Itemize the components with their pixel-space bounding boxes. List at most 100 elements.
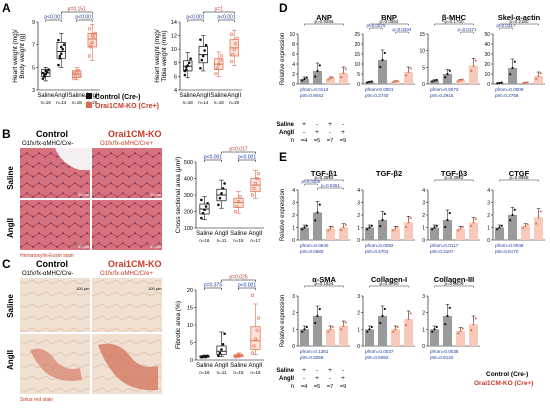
y-tick-label: 25 <box>354 32 360 38</box>
panel-c-row-saline: Saline <box>6 294 15 318</box>
y-axis-label-line: Body weight (g) <box>19 33 26 78</box>
n-count: n=14 <box>56 100 67 105</box>
data-point <box>231 53 235 57</box>
bar <box>520 226 531 240</box>
data-point <box>252 186 256 190</box>
y-tick-label: 8 <box>174 61 177 67</box>
data-point <box>370 224 373 227</box>
data-point <box>185 65 188 69</box>
chart-title: TGF-β3 <box>441 169 467 178</box>
y-tick-label: 3 <box>357 294 360 300</box>
n-count: n=16 <box>199 370 210 375</box>
data-point <box>459 329 462 332</box>
p-value-label: p=0.1750 <box>445 19 464 24</box>
panel-label-c: C <box>2 257 11 271</box>
y-tick-label: 2 <box>292 311 295 317</box>
data-point <box>314 321 317 325</box>
treatment-sign: + <box>315 129 319 136</box>
significance-bracket <box>460 31 474 34</box>
bar <box>377 316 388 346</box>
data-point <box>537 215 540 219</box>
box <box>56 42 66 59</box>
data-point <box>314 75 317 78</box>
data-point <box>513 60 516 63</box>
data-point <box>200 216 203 220</box>
significance-bracket <box>238 287 256 290</box>
data-point <box>368 328 371 331</box>
y-tick-label: 2 <box>357 213 360 219</box>
data-point <box>370 80 373 83</box>
n-count: =7 <box>327 384 333 390</box>
data-point <box>92 36 96 40</box>
data-point <box>496 82 499 85</box>
y-tick-label: 5 <box>422 65 425 71</box>
data-point <box>381 58 384 62</box>
data-point <box>539 209 543 213</box>
data-point <box>257 316 261 320</box>
data-point <box>89 45 93 49</box>
p-value-label: p<0.001 <box>186 15 204 21</box>
p-value-label: p=0.0317 <box>497 23 516 28</box>
data-point <box>90 33 94 38</box>
treatment-sign: - <box>342 367 344 374</box>
p-treatment-label: ptrt=0.5092 <box>365 355 389 360</box>
data-point <box>409 216 413 219</box>
bar <box>533 76 544 84</box>
treatment-row-label: AngII <box>279 130 294 136</box>
y-tick-label: 20 <box>354 42 360 48</box>
data-point <box>220 348 223 351</box>
y-axis-label: Relative expression <box>280 33 286 85</box>
panel-b-control-genotype: O1fx/fx-αMHC/Cre- <box>22 141 73 147</box>
sirius-image-ko-saline <box>92 278 162 332</box>
data-point <box>500 81 503 84</box>
data-point <box>204 205 208 208</box>
data-point <box>435 224 438 227</box>
p-value-label: p=0.0171 <box>458 27 477 32</box>
data-point <box>344 320 348 324</box>
p-genotype-label: pfrom=0.1361 <box>300 349 329 354</box>
sirius-image-control-saline <box>20 278 90 332</box>
data-point <box>221 342 225 346</box>
y-tick-label: 20 <box>484 62 490 68</box>
bar <box>377 220 388 240</box>
data-point <box>218 351 222 355</box>
data-point <box>44 69 48 73</box>
he-scale-label-4: 50 μm <box>150 244 162 249</box>
sirius-stain-caption: Sirius red stain <box>20 397 53 403</box>
y-tick-label: 0 <box>487 238 490 244</box>
treatment-sign: + <box>341 375 345 382</box>
data-point <box>200 198 203 202</box>
panel-a-legend: Control (Cre-) Orai1CM-KO (Cre+) <box>86 93 159 110</box>
y-tick-label: 4 <box>422 188 425 194</box>
data-point <box>217 62 221 66</box>
significance-bracket <box>434 285 474 288</box>
significance-bracket <box>204 287 222 290</box>
data-point <box>189 57 192 61</box>
data-point <box>187 61 191 65</box>
data-point <box>446 72 449 76</box>
panel-label-e: E <box>279 150 287 164</box>
legend-ko-swatch <box>86 102 92 108</box>
data-point <box>316 314 319 318</box>
data-point <box>368 80 371 84</box>
x-category-label: Saline <box>196 363 213 369</box>
n-count: n=20 <box>87 100 98 105</box>
data-point <box>498 81 501 85</box>
panel-b-ko-header: Orai1CM-KO <box>108 129 162 139</box>
data-point <box>407 220 410 224</box>
bar <box>325 329 336 346</box>
p-genotype-label: pfrom=0.0072 <box>430 87 459 92</box>
data-point <box>220 192 223 195</box>
data-point <box>381 314 384 318</box>
data-point <box>257 171 261 176</box>
gene-chart: α-SMA 0 1 2 3 Relative expression p=0.1924 pfro… <box>280 275 350 360</box>
x-category-label: AngII <box>196 93 210 99</box>
data-point <box>500 224 503 227</box>
y-tick-label: 1 <box>357 327 360 333</box>
data-point <box>75 71 79 75</box>
data-point <box>448 69 451 72</box>
significance-bracket <box>238 159 256 162</box>
x-category-label: Saline <box>37 93 54 99</box>
data-point <box>459 78 462 82</box>
